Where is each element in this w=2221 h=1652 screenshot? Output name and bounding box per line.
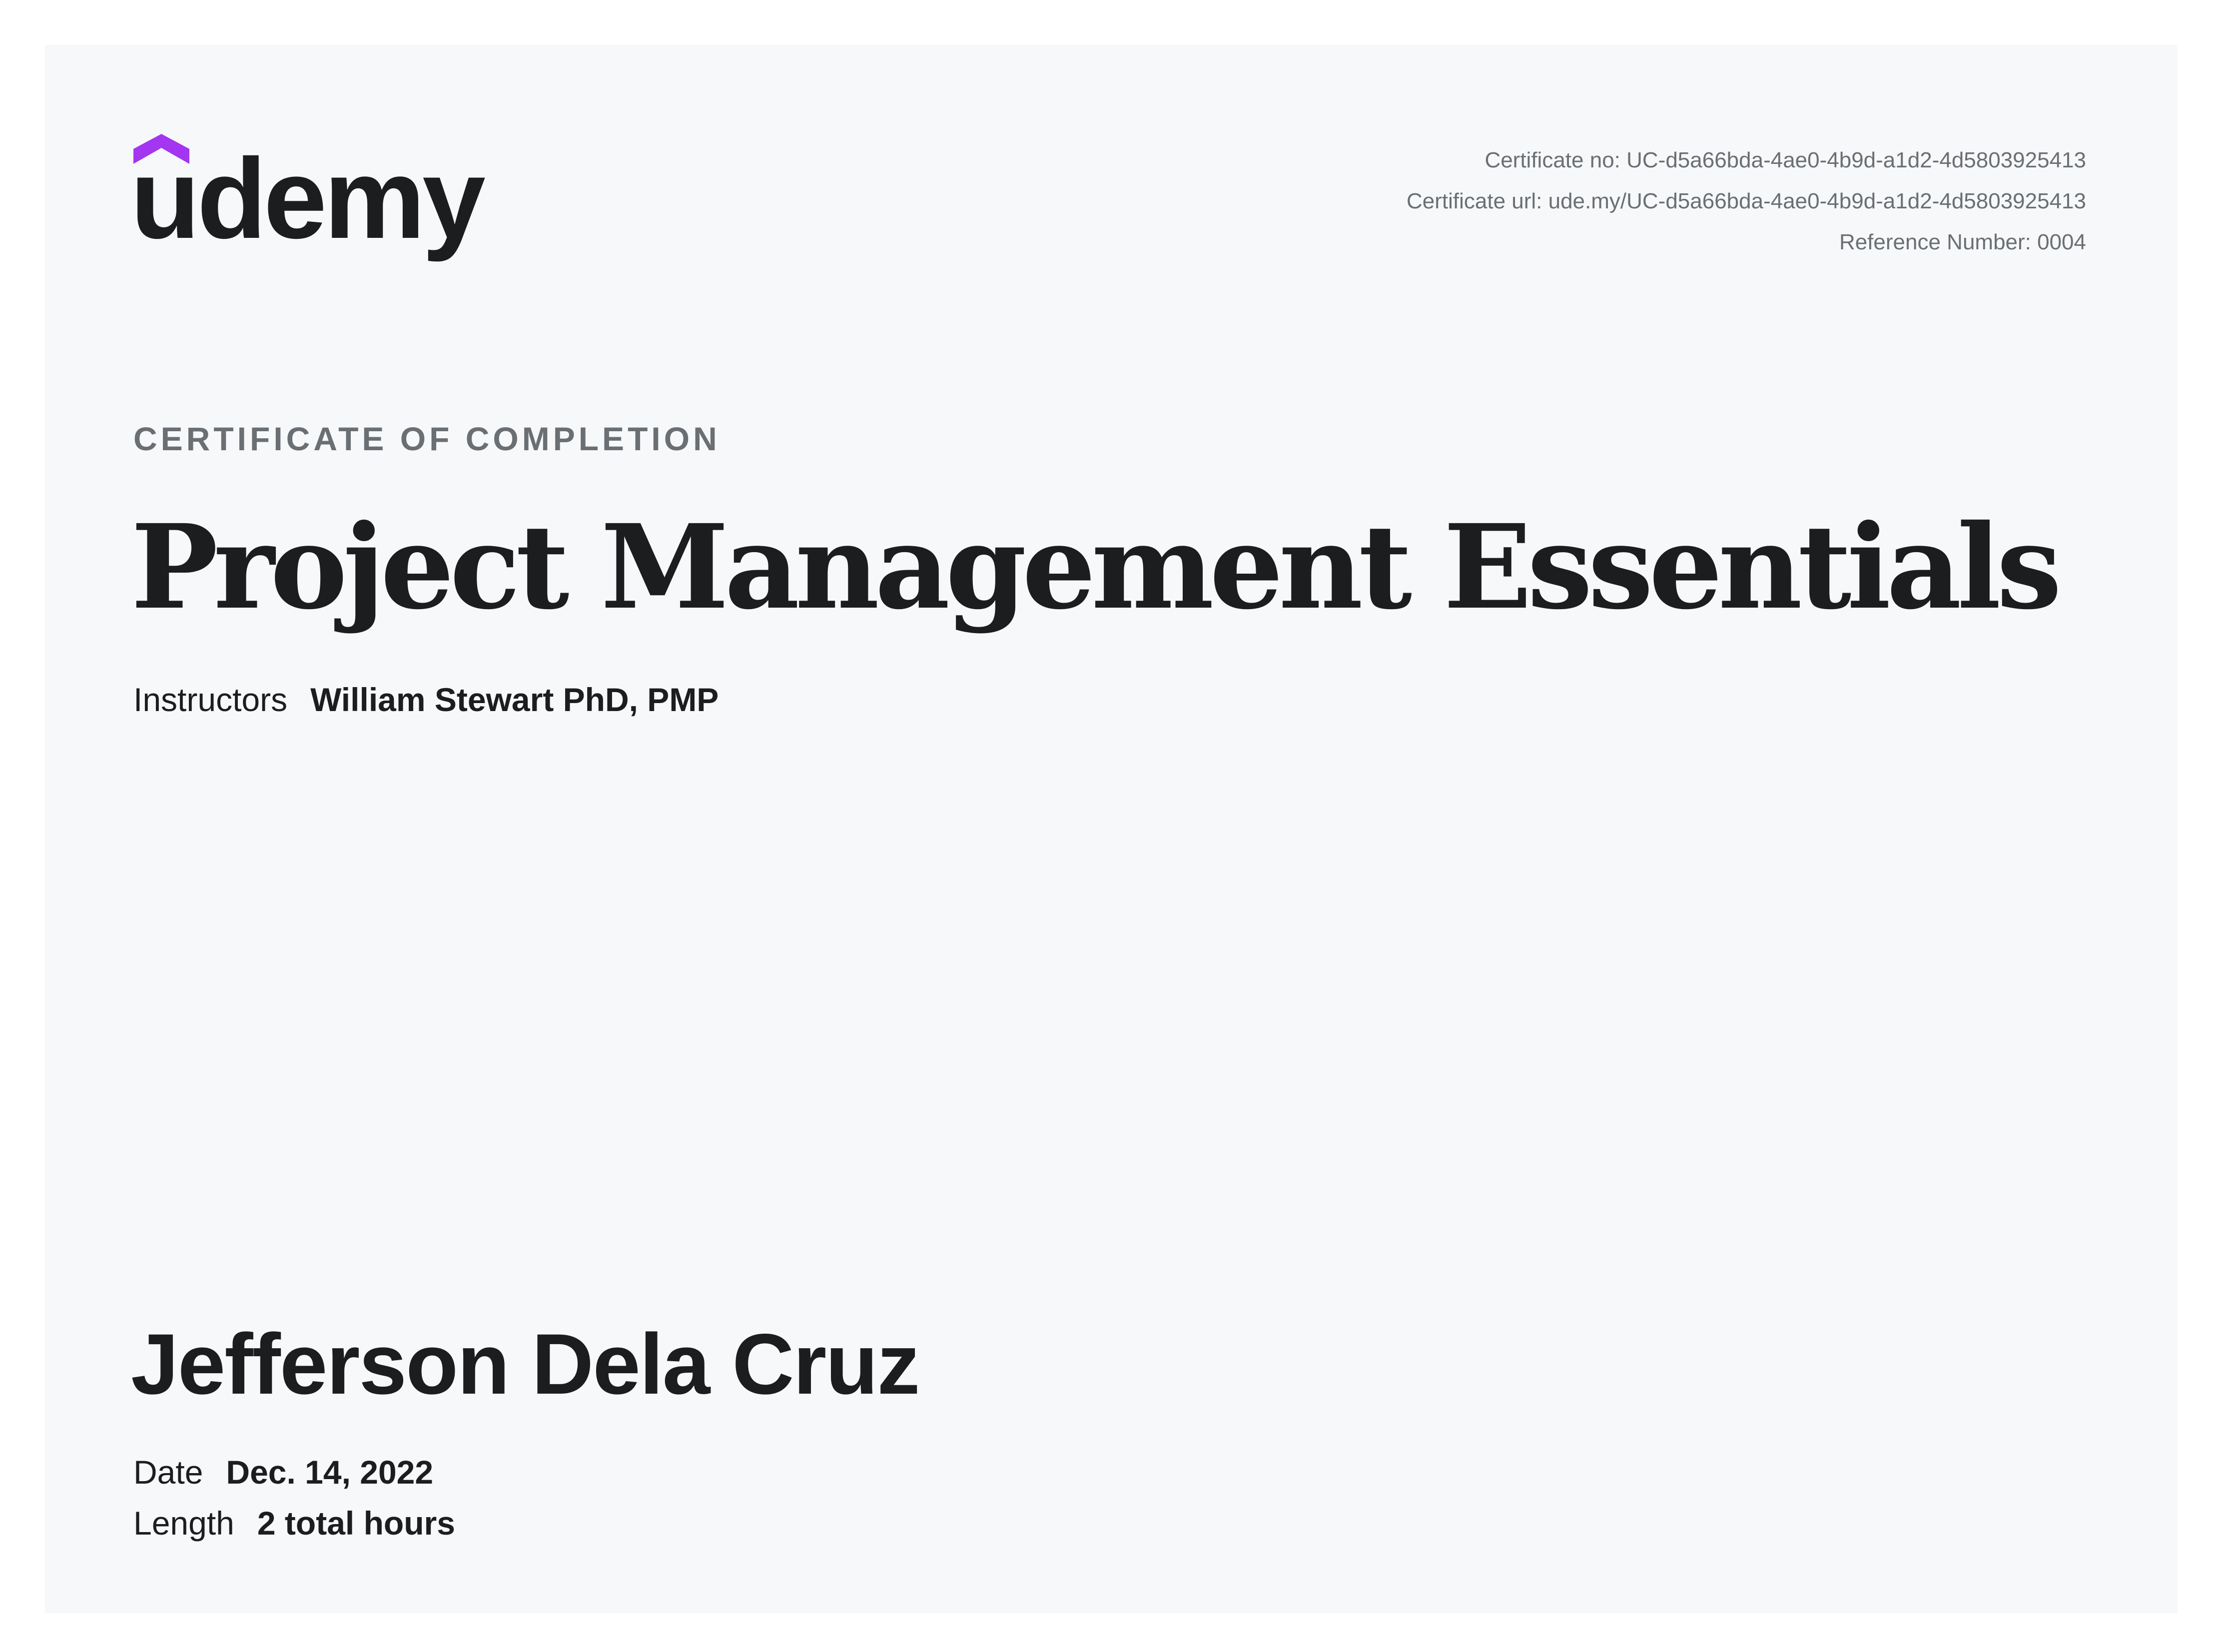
certificate-meta: Certificate no: UC-d5a66bda-4ae0-4b9d-a1… xyxy=(1407,140,2086,263)
date-label: Date xyxy=(133,1454,203,1491)
instructors-label: Instructors xyxy=(133,681,288,718)
certificate-card xyxy=(45,45,2178,1613)
certificate-number: Certificate no: UC-d5a66bda-4ae0-4b9d-a1… xyxy=(1484,148,2086,172)
instructors: Instructors William Stewart PhD, PMP xyxy=(133,681,719,719)
logo-mark-icon xyxy=(133,134,189,164)
course-title: Project Management Essentials xyxy=(131,499,2062,635)
course-length: Length 2 total hours xyxy=(133,1504,455,1542)
certificate-url[interactable]: Certificate url: ude.my/UC-d5a66bda-4ae0… xyxy=(1406,189,2086,213)
date-value: Dec. 14, 2022 xyxy=(226,1454,434,1491)
logo-wordmark: udemy xyxy=(133,135,485,262)
length-label: Length xyxy=(133,1505,234,1542)
udemy-logo: udemy xyxy=(133,134,493,269)
instructors-value: William Stewart PhD, PMP xyxy=(310,681,719,718)
completion-date: Date Dec. 14, 2022 xyxy=(133,1453,433,1491)
certificate-eyebrow: CERTIFICATE OF COMPLETION xyxy=(133,420,721,457)
recipient-name: Jefferson Dela Cruz xyxy=(131,1316,920,1412)
length-value: 2 total hours xyxy=(257,1505,455,1542)
reference-number: Reference Number: 0004 xyxy=(1839,230,2086,254)
